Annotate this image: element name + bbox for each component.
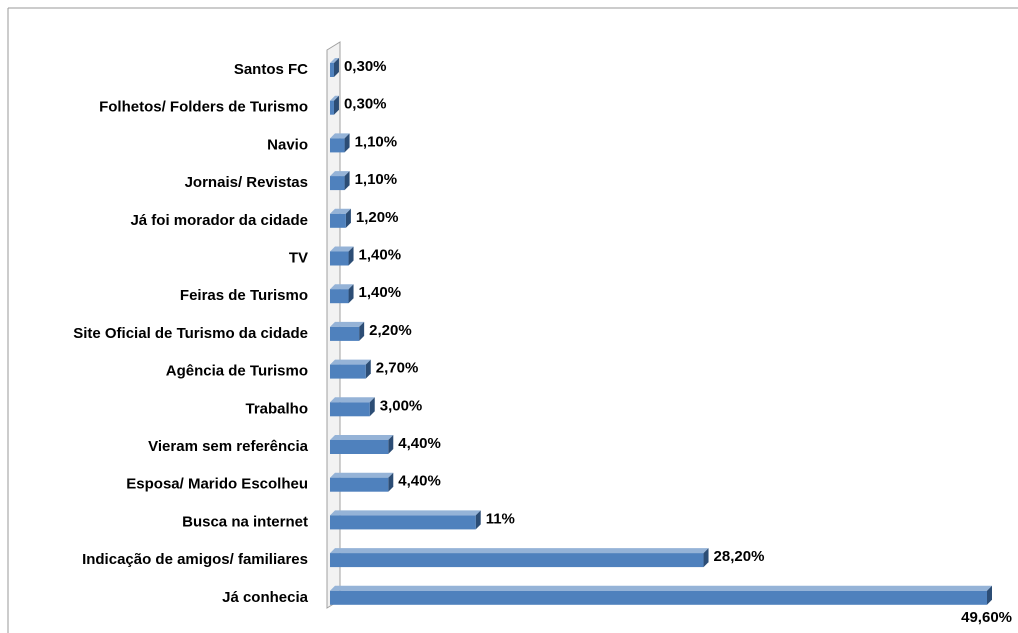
bar-top — [330, 133, 350, 139]
value-label: 4,40% — [398, 435, 441, 452]
value-label: 1,10% — [355, 133, 398, 150]
bar — [330, 515, 476, 530]
bar-end — [348, 246, 354, 266]
category-label: Indicação de amigos/ familiares — [82, 551, 308, 568]
value-label: 1,40% — [359, 284, 402, 301]
value-label: 49,60% — [961, 609, 1012, 626]
bar — [330, 590, 987, 605]
bar-end — [703, 548, 709, 568]
value-label: 0,30% — [344, 96, 387, 113]
bar-top — [330, 548, 709, 554]
bar-end — [348, 284, 354, 304]
bar-top — [330, 58, 339, 63]
bar — [330, 251, 349, 266]
value-label: 28,20% — [714, 548, 765, 565]
bar-end — [344, 133, 350, 153]
bar — [330, 100, 334, 115]
category-label: Busca na internet — [182, 513, 308, 530]
bar-top — [330, 510, 481, 516]
value-label: 3,00% — [380, 397, 423, 414]
bar — [330, 63, 334, 77]
category-label: Santos FC — [234, 61, 308, 78]
bar — [330, 176, 345, 191]
bar-top — [330, 246, 354, 252]
bar-end — [369, 397, 375, 417]
value-label: 2,20% — [369, 322, 412, 339]
bar-top — [330, 95, 339, 101]
bar-end — [344, 171, 350, 191]
bar — [330, 364, 366, 379]
value-label: 1,20% — [356, 209, 399, 226]
bar-end — [333, 58, 339, 77]
bar — [330, 138, 345, 153]
category-label: Já conhecia — [222, 589, 309, 606]
category-label: TV — [289, 249, 308, 266]
category-label: Navio — [267, 136, 308, 153]
category-label: Folhetos/ Folders de Turismo — [99, 99, 308, 116]
bar — [330, 289, 349, 304]
category-label: Esposa/ Marido Escolheu — [126, 476, 308, 493]
bar — [330, 477, 389, 492]
category-label: Jornais/ Revistas — [185, 174, 308, 191]
value-label: 0,30% — [344, 58, 387, 75]
bar-end — [333, 95, 339, 115]
category-label: Site Oficial de Turismo da cidade — [73, 325, 308, 342]
bar — [330, 440, 389, 454]
bar-end — [475, 510, 481, 530]
category-label: Trabalho — [245, 400, 308, 417]
value-label: 1,10% — [355, 171, 398, 188]
value-label: 4,40% — [398, 473, 441, 490]
bar-top — [330, 208, 351, 214]
bar-end — [388, 435, 394, 454]
category-label: Vieram sem referência — [148, 438, 308, 455]
bar-top — [330, 435, 394, 440]
bar-top — [330, 284, 354, 290]
category-label: Agência de Turismo — [166, 363, 308, 380]
bar-top — [330, 321, 365, 327]
bar-top — [330, 472, 394, 478]
value-label: 1,40% — [359, 246, 402, 263]
bar-top — [330, 397, 375, 403]
bar — [330, 326, 360, 341]
bar-end — [365, 359, 371, 379]
bar — [330, 402, 370, 417]
category-label: Já foi morador da cidade — [130, 212, 308, 229]
bar-end — [345, 208, 351, 228]
bar — [330, 213, 346, 228]
category-label: Feiras de Turismo — [180, 287, 308, 304]
value-label: 2,70% — [376, 360, 419, 377]
bar-top — [330, 171, 350, 177]
bar-end — [388, 472, 394, 492]
bar-top — [330, 359, 371, 365]
bar-end — [359, 321, 365, 341]
value-label: 11% — [486, 510, 515, 527]
bar-end — [987, 585, 992, 605]
bar-top — [330, 585, 992, 591]
bar — [330, 553, 704, 568]
